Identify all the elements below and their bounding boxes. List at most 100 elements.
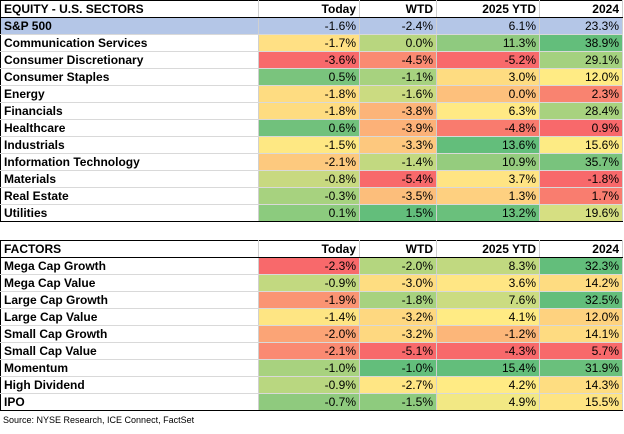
factors-table-title: FACTORS xyxy=(0,240,259,258)
row-label: Energy xyxy=(0,85,259,103)
table-row: IPO -0.7% -1.5% 4.9% 15.5% xyxy=(0,393,623,411)
row-label: Small Cap Growth xyxy=(0,325,259,343)
cell-today: -2.0% xyxy=(258,325,360,343)
cell-wtd: -1.1% xyxy=(359,68,437,86)
cell-ytd: 3.6% xyxy=(436,274,540,292)
cell-today: -1.8% xyxy=(258,102,360,120)
column-header-wtd: WTD xyxy=(359,240,437,258)
row-label: Real Estate xyxy=(0,187,259,205)
row-label: Small Cap Value xyxy=(0,342,259,360)
cell-2024: 2.3% xyxy=(539,85,623,103)
row-label: S&P 500 xyxy=(0,17,259,35)
cell-ytd: -5.2% xyxy=(436,51,540,69)
table-row: Mega Cap Growth -2.3% -2.0% 8.3% 32.3% xyxy=(0,257,623,275)
table-row: Communication Services -1.7% 0.0% 11.3% 38.9… xyxy=(0,34,623,52)
row-label: Communication Services xyxy=(0,34,259,52)
cell-today: -1.5% xyxy=(258,136,360,154)
cell-today: -2.1% xyxy=(258,153,360,171)
cell-today: -0.3% xyxy=(258,187,360,205)
cell-wtd: -4.5% xyxy=(359,51,437,69)
row-label: Financials xyxy=(0,102,259,120)
cell-2024: 14.1% xyxy=(539,325,623,343)
cell-wtd: -1.4% xyxy=(359,153,437,171)
table-row: Energy -1.8% -1.6% 0.0% 2.3% xyxy=(0,85,623,103)
cell-wtd: -3.0% xyxy=(359,274,437,292)
factors-table: FACTORS Today WTD 2025 YTD 2024 Mega Cap… xyxy=(0,240,623,411)
row-label: Mega Cap Value xyxy=(0,274,259,292)
cell-2024: 5.7% xyxy=(539,342,623,360)
row-label: Industrials xyxy=(0,136,259,154)
cell-ytd: 4.2% xyxy=(436,376,540,394)
column-header-ytd: 2025 YTD xyxy=(436,0,540,18)
cell-today: -1.8% xyxy=(258,85,360,103)
table-row: Utilities 0.1% 1.5% 13.2% 19.6% xyxy=(0,204,623,222)
cell-ytd: 6.1% xyxy=(436,17,540,35)
cell-wtd: -5.4% xyxy=(359,170,437,188)
row-label: Large Cap Value xyxy=(0,308,259,326)
cell-wtd: -1.0% xyxy=(359,359,437,377)
equity-header-row: EQUITY - U.S. SECTORS Today WTD 2025 YTD… xyxy=(0,0,623,18)
cell-wtd: -2.7% xyxy=(359,376,437,394)
cell-today: -1.7% xyxy=(258,34,360,52)
cell-2024: 32.3% xyxy=(539,257,623,275)
row-label: Consumer Staples xyxy=(0,68,259,86)
table-row: Large Cap Value -1.4% -3.2% 4.1% 12.0% xyxy=(0,308,623,326)
cell-wtd: -2.0% xyxy=(359,257,437,275)
row-label: IPO xyxy=(0,393,259,411)
cell-ytd: -1.2% xyxy=(436,325,540,343)
column-header-wtd: WTD xyxy=(359,0,437,18)
equity-sectors-table: EQUITY - U.S. SECTORS Today WTD 2025 YTD… xyxy=(0,0,623,222)
column-header-today: Today xyxy=(258,0,360,18)
cell-today: 0.5% xyxy=(258,68,360,86)
cell-ytd: 4.9% xyxy=(436,393,540,411)
row-label: Large Cap Growth xyxy=(0,291,259,309)
row-label: High Dividend xyxy=(0,376,259,394)
cell-ytd: 6.3% xyxy=(436,102,540,120)
cell-wtd: -3.5% xyxy=(359,187,437,205)
cell-wtd: -3.3% xyxy=(359,136,437,154)
table-row: Small Cap Growth -2.0% -3.2% -1.2% 14.1% xyxy=(0,325,623,343)
cell-ytd: 0.0% xyxy=(436,85,540,103)
table-row: Small Cap Value -2.1% -5.1% -4.3% 5.7% xyxy=(0,342,623,360)
cell-today: -2.3% xyxy=(258,257,360,275)
cell-2024: 15.5% xyxy=(539,393,623,411)
cell-today: 0.1% xyxy=(258,204,360,222)
cell-wtd: -2.4% xyxy=(359,17,437,35)
cell-ytd: 10.9% xyxy=(436,153,540,171)
cell-2024: -1.8% xyxy=(539,170,623,188)
cell-2024: 29.1% xyxy=(539,51,623,69)
row-label: Utilities xyxy=(0,204,259,222)
cell-2024: 28.4% xyxy=(539,102,623,120)
table-row: Industrials -1.5% -3.3% 13.6% 15.6% xyxy=(0,136,623,154)
table-row: Large Cap Growth -1.9% -1.8% 7.6% 32.5% xyxy=(0,291,623,309)
cell-today: -1.9% xyxy=(258,291,360,309)
cell-ytd: 4.1% xyxy=(436,308,540,326)
table-row: Consumer Staples 0.5% -1.1% 3.0% 12.0% xyxy=(0,68,623,86)
cell-2024: 35.7% xyxy=(539,153,623,171)
cell-ytd: 11.3% xyxy=(436,34,540,52)
cell-wtd: -5.1% xyxy=(359,342,437,360)
equity-table-title: EQUITY - U.S. SECTORS xyxy=(0,0,259,18)
cell-today: -0.8% xyxy=(258,170,360,188)
cell-2024: 14.3% xyxy=(539,376,623,394)
cell-2024: 1.7% xyxy=(539,187,623,205)
cell-wtd: -1.8% xyxy=(359,291,437,309)
cell-wtd: -1.5% xyxy=(359,393,437,411)
cell-2024: 38.9% xyxy=(539,34,623,52)
column-header-today: Today xyxy=(258,240,360,258)
row-label: Information Technology xyxy=(0,153,259,171)
cell-wtd: -3.2% xyxy=(359,308,437,326)
cell-today: -0.7% xyxy=(258,393,360,411)
cell-wtd: -3.8% xyxy=(359,102,437,120)
cell-2024: 0.9% xyxy=(539,119,623,137)
table-row: S&P 500 -1.6% -2.4% 6.1% 23.3% xyxy=(0,17,623,35)
cell-2024: 23.3% xyxy=(539,17,623,35)
table-row: Mega Cap Value -0.9% -3.0% 3.6% 14.2% xyxy=(0,274,623,292)
cell-wtd: -3.2% xyxy=(359,325,437,343)
cell-ytd: 1.3% xyxy=(436,187,540,205)
row-label: Consumer Discretionary xyxy=(0,51,259,69)
table-row: Momentum -1.0% -1.0% 15.4% 31.9% xyxy=(0,359,623,377)
table-spacer xyxy=(0,222,624,240)
table-row: Consumer Discretionary -3.6% -4.5% -5.2% 29.… xyxy=(0,51,623,69)
